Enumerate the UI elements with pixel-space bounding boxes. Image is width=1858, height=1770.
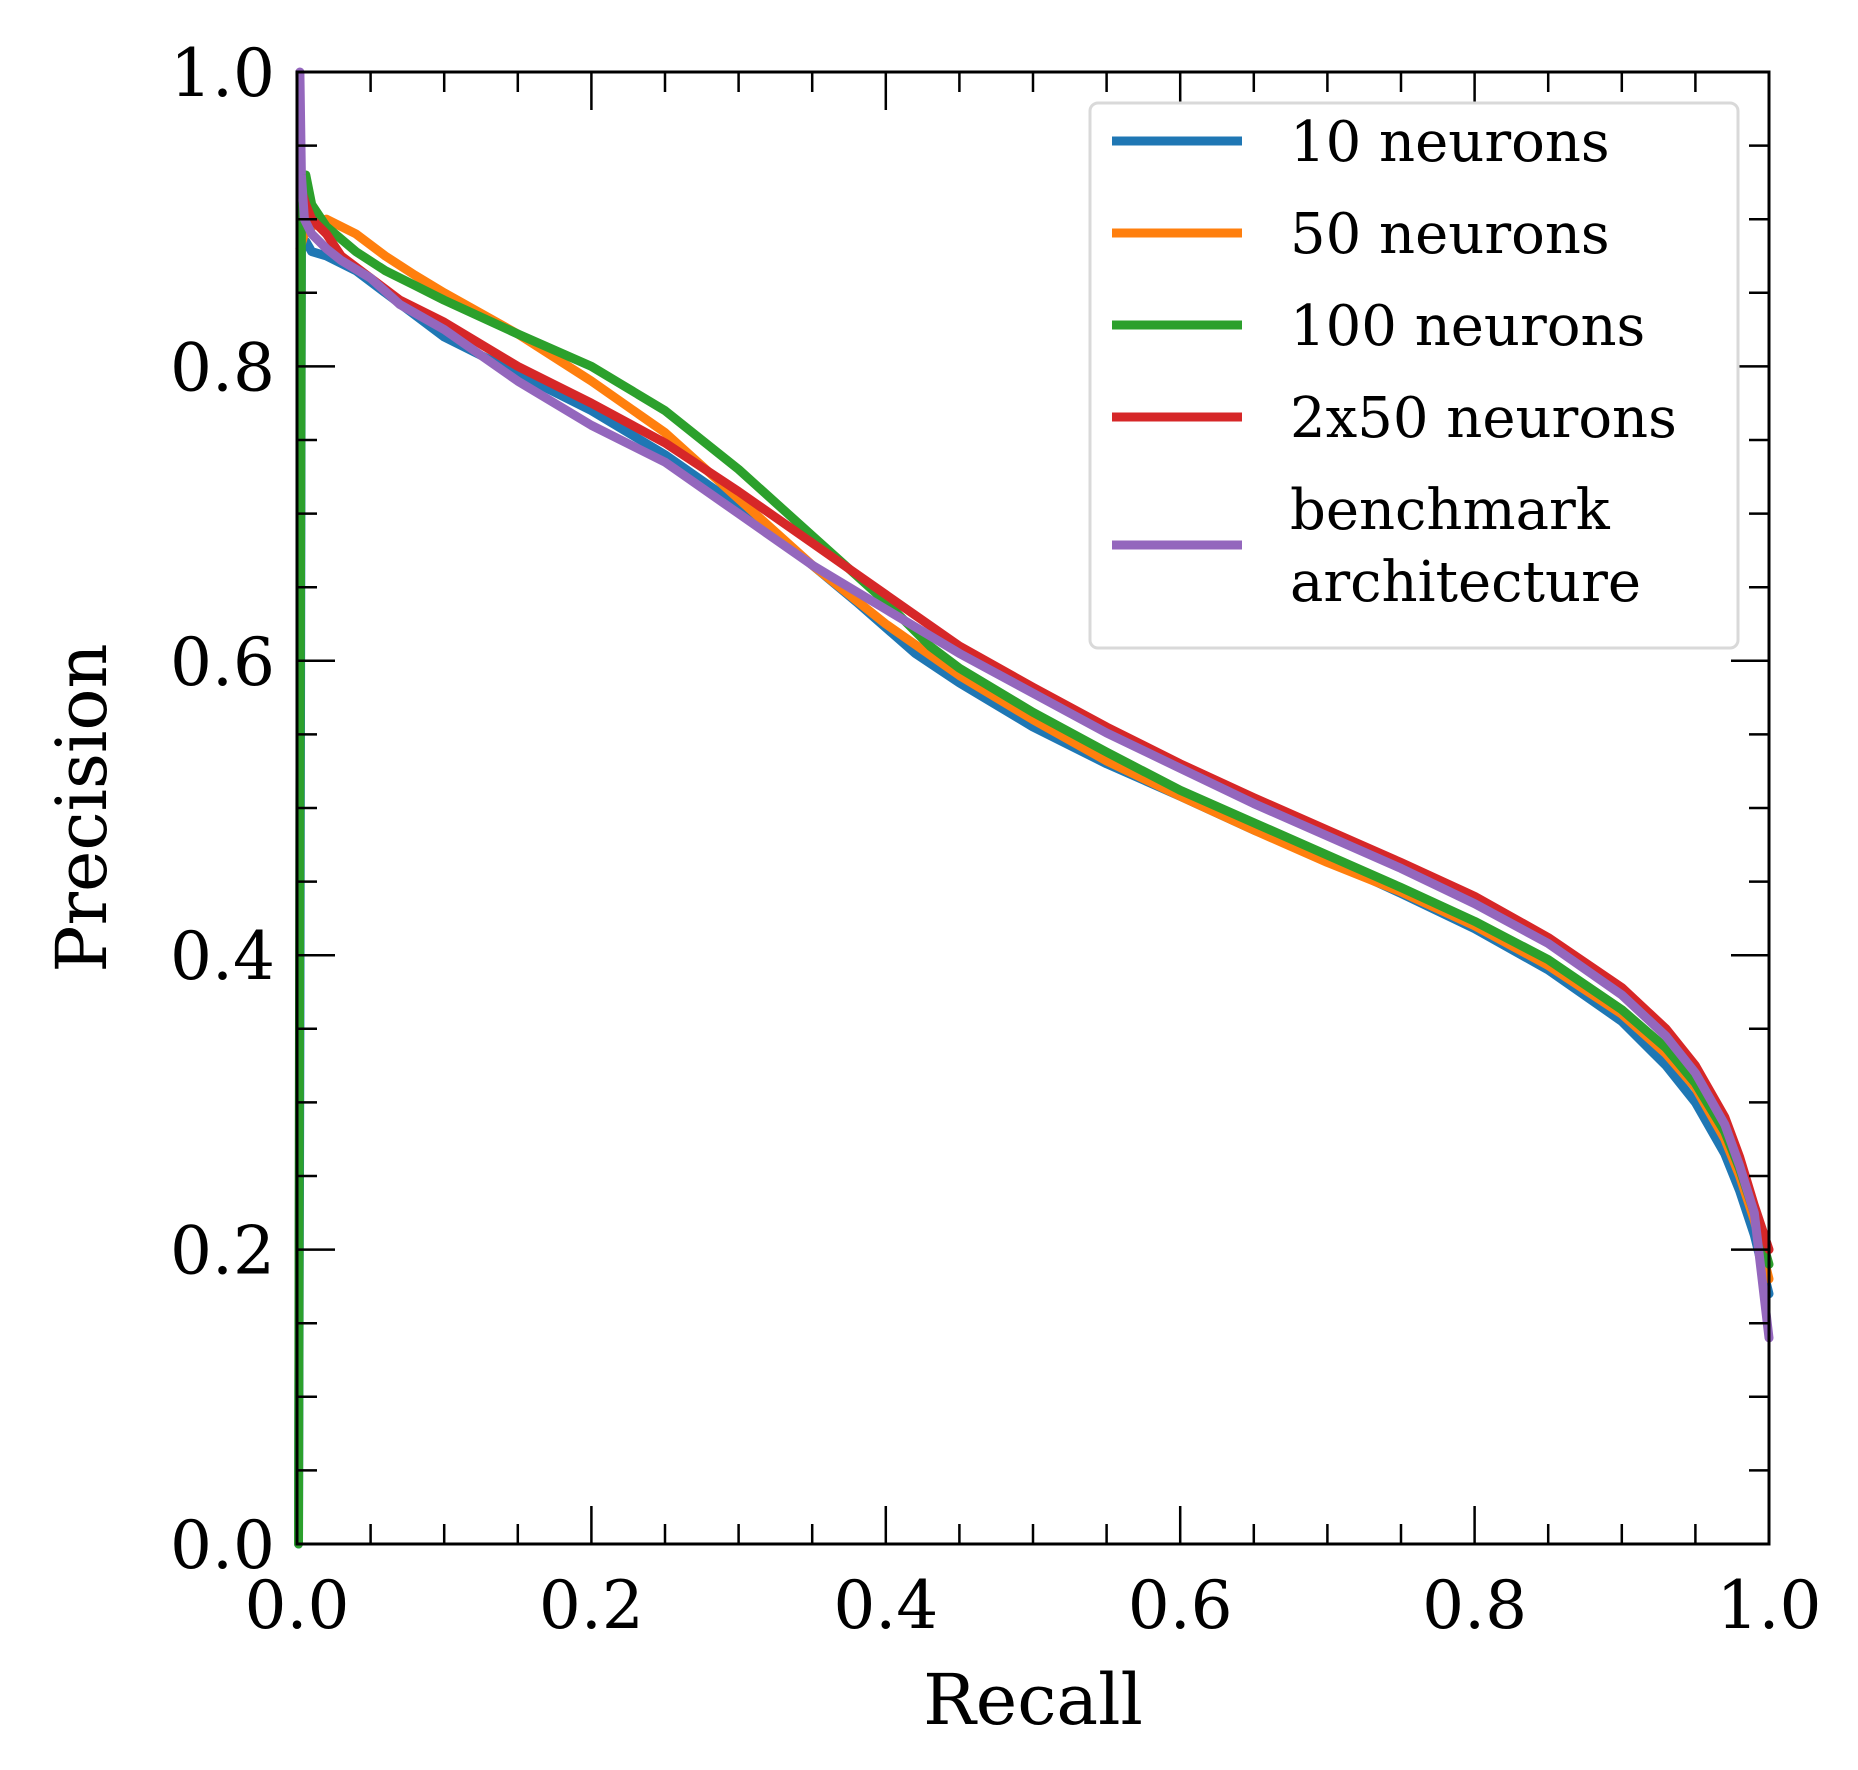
series-line-4	[295, 67, 1774, 1343]
y-axis-label: Precision	[41, 643, 123, 972]
legend-label-4: benchmark	[1290, 478, 1611, 543]
x-tick-label: 0.0	[245, 1567, 350, 1644]
y-tick-label: 0.2	[170, 1213, 275, 1290]
legend: 10 neurons 50 neurons 100 neurons 2x50 neur…	[1088, 101, 1740, 650]
y-tick-label: 0.0	[170, 1507, 275, 1584]
y-tick-label: 0.6	[170, 624, 275, 701]
y-tick-label: 1.0	[170, 35, 275, 112]
tick-labels: 0.0 0.2 0.4 0.6 0.8 1.0 0.0 0.2 0.4 0.6 0.8 1.0	[170, 35, 1821, 1644]
legend-box	[1088, 101, 1740, 650]
x-tick-label: 0.6	[1128, 1567, 1233, 1644]
legend-label-0: 10 neurons	[1290, 110, 1610, 175]
x-tick-label: 0.8	[1422, 1567, 1527, 1644]
y-tick-label: 0.4	[170, 918, 275, 995]
legend-label-3: 2x50 neurons	[1290, 386, 1677, 451]
ticks	[295, 70, 1771, 1546]
x-tick-label: 0.2	[539, 1567, 644, 1644]
legend-label-1: 50 neurons	[1290, 202, 1610, 267]
x-tick-label: 1.0	[1717, 1567, 1822, 1644]
plot-lines	[294, 67, 1774, 1549]
series-line-2	[294, 170, 1774, 1549]
legend-entries: 10 neurons 50 neurons 100 neurons 2x50 neur…	[1112, 110, 1677, 615]
legend-label-2: 100 neurons	[1290, 294, 1645, 359]
x-tick-label: 0.4	[833, 1567, 938, 1644]
legend-label-4: architecture	[1290, 550, 1641, 615]
x-axis-label: Recall	[923, 1659, 1143, 1741]
y-tick-label: 0.8	[170, 329, 275, 406]
